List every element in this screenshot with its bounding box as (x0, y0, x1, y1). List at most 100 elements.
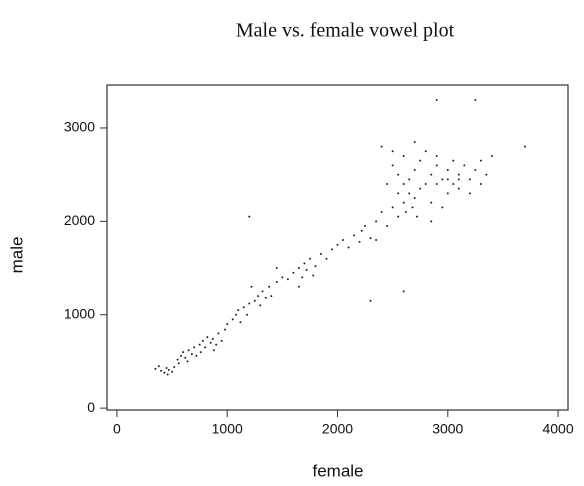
point (176, 358, 179, 361)
point (270, 295, 273, 298)
y-tick-label: 3000 (64, 119, 95, 135)
x-axis-label: female (312, 461, 363, 480)
point (446, 192, 449, 195)
point (264, 296, 267, 299)
point (468, 192, 471, 195)
point (308, 257, 311, 260)
point (215, 343, 218, 346)
point (463, 164, 466, 167)
point (336, 243, 339, 246)
chart-title: Male vs. female vowel plot (236, 20, 455, 42)
point (184, 356, 187, 359)
point (224, 328, 227, 331)
point (319, 253, 322, 256)
point (165, 366, 168, 369)
point (430, 220, 433, 223)
point (235, 313, 238, 316)
point (220, 339, 223, 342)
point (198, 343, 201, 346)
point (435, 154, 438, 157)
y-tick-label: 0 (87, 399, 95, 415)
point (474, 168, 477, 171)
point (297, 267, 300, 270)
point (259, 304, 262, 307)
point (206, 336, 209, 339)
point (419, 159, 422, 162)
point (479, 159, 482, 162)
point (380, 211, 383, 214)
point (325, 257, 328, 260)
point (413, 168, 416, 171)
point (375, 220, 378, 223)
point (413, 197, 416, 200)
x-tick-label: 1000 (212, 421, 243, 437)
point (314, 265, 317, 268)
point (386, 182, 389, 185)
point (268, 285, 271, 288)
point (360, 229, 363, 232)
point (257, 295, 260, 298)
point (231, 318, 234, 321)
point (173, 366, 176, 369)
point (485, 173, 488, 176)
point (286, 278, 289, 281)
point (408, 192, 411, 195)
point (160, 369, 163, 372)
point (441, 178, 444, 181)
point (441, 206, 444, 209)
point (369, 237, 372, 240)
point (402, 290, 405, 293)
point (435, 164, 438, 167)
point (239, 321, 242, 324)
point (402, 201, 405, 204)
point (391, 164, 394, 167)
point (246, 313, 249, 316)
point (415, 215, 418, 218)
point (201, 339, 204, 342)
point (452, 182, 455, 185)
point (248, 302, 251, 305)
point (397, 215, 400, 218)
point (386, 225, 389, 228)
point (301, 276, 304, 279)
point (237, 309, 240, 312)
point (226, 323, 229, 326)
point (358, 240, 361, 243)
point (166, 373, 169, 376)
point (479, 182, 482, 185)
point (253, 299, 256, 302)
point (402, 182, 405, 185)
point (404, 211, 407, 214)
point (446, 168, 449, 171)
plot-frame (106, 84, 569, 411)
point (305, 268, 308, 271)
x-tick-label: 4000 (542, 421, 573, 437)
point (275, 281, 278, 284)
point (195, 354, 198, 357)
point (163, 371, 166, 374)
point (186, 360, 189, 363)
point (154, 367, 157, 370)
y-axis-label: male (7, 237, 26, 274)
point (199, 351, 202, 354)
point (167, 368, 170, 371)
point (312, 274, 315, 277)
point (457, 173, 460, 176)
point (211, 338, 214, 341)
point (261, 290, 264, 293)
point (193, 346, 196, 349)
point (408, 178, 411, 181)
point (391, 206, 394, 209)
point (157, 365, 160, 368)
point (397, 173, 400, 176)
point (397, 192, 400, 195)
point (342, 239, 345, 242)
point (364, 225, 367, 228)
point (375, 239, 378, 242)
point (353, 234, 356, 237)
point (217, 332, 220, 335)
x-tick-label: 2000 (322, 421, 353, 437)
point (209, 341, 212, 344)
point (212, 349, 215, 352)
